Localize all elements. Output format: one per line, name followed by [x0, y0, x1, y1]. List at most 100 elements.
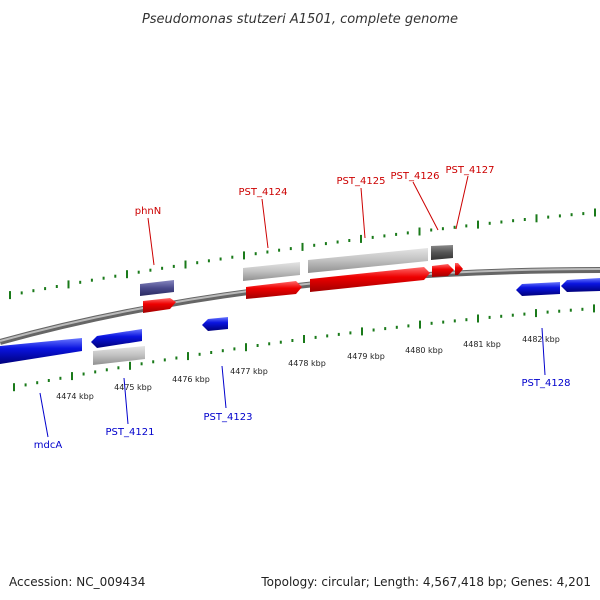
tick-minor [430, 321, 433, 325]
gene-block-pst4125 [308, 248, 428, 273]
tick-major [418, 227, 421, 236]
tick-minor [383, 234, 386, 238]
tick-minor [207, 259, 210, 263]
tick-major [477, 220, 479, 229]
tick-major [243, 251, 245, 260]
tick-minor [175, 356, 178, 360]
tick-minor [465, 224, 468, 228]
gene-block-phnN [140, 280, 174, 296]
kbp-label: 4478 kbp [288, 359, 326, 368]
tick-minor [337, 332, 340, 336]
gene-block-pst4126 [431, 245, 453, 260]
tick-minor [324, 242, 327, 246]
tick-minor [117, 366, 120, 370]
gene-label-pst4124: PST_4124 [239, 187, 288, 198]
tick-minor [279, 340, 282, 344]
tick-major [13, 383, 15, 392]
reverse-strand-features [0, 278, 600, 365]
tick-minor [233, 347, 236, 351]
tick-minor [198, 352, 201, 356]
tick-minor [140, 362, 143, 366]
gene-block-pst4124 [243, 262, 300, 281]
tick-minor [465, 318, 468, 322]
tick-minor [407, 324, 410, 328]
gene-label-pst4128: PST_4128 [522, 378, 571, 389]
callout-line [147, 217, 155, 266]
callout-line [261, 198, 269, 249]
tick-minor [512, 219, 515, 223]
tick-major [9, 291, 11, 300]
tick-major [184, 260, 187, 269]
genome-backbone [0, 267, 600, 345]
tick-major [594, 208, 596, 217]
kbp-label: 4479 kbp [347, 352, 385, 361]
cds-arrow-pst4124 [246, 281, 302, 299]
forward-strand-features [140, 245, 463, 313]
tick-minor [20, 291, 23, 295]
tick-minor [558, 214, 561, 218]
tick-minor [523, 312, 526, 316]
tick-minor [314, 335, 317, 339]
gene-label-pst4123: PST_4123 [204, 412, 253, 423]
tick-minor [581, 307, 584, 311]
tick-minor [256, 344, 259, 347]
kbp-label: 4481 kbp [463, 340, 501, 349]
tick-minor [114, 274, 117, 278]
callout-line [541, 327, 546, 376]
tick-major [126, 270, 128, 279]
tick-minor [221, 349, 224, 353]
gene-label-pst4126: PST_4126 [391, 171, 440, 182]
tick-minor [163, 358, 166, 362]
tick-major [360, 234, 362, 243]
tick-minor [395, 232, 398, 236]
kbp-label: 4480 kbp [405, 346, 443, 355]
tick-minor [313, 243, 316, 247]
genome-backbone-highlight [0, 268, 600, 342]
callout-line [360, 187, 366, 239]
tick-minor [161, 266, 164, 270]
tick-minor [268, 342, 271, 346]
cds-arrow-mdcA [0, 338, 82, 364]
tick-minor [105, 368, 108, 372]
tick-minor [196, 261, 199, 265]
tick-minor [102, 276, 105, 280]
tick-minor [372, 328, 375, 332]
tick-major [419, 320, 421, 329]
tick-minor [291, 339, 294, 342]
tick-minor [395, 325, 398, 329]
cds-arrow-pst4125 [310, 267, 430, 292]
tick-minor [44, 287, 47, 291]
tick-minor [32, 289, 35, 293]
gene-label-mdcA: mdcA [34, 440, 63, 451]
tick-minor [384, 327, 387, 331]
callout-line [39, 392, 49, 438]
cds-arrow-next [561, 278, 600, 292]
cds-arrow-phnN [143, 298, 176, 313]
tick-minor [453, 319, 456, 323]
tick-minor [152, 360, 155, 364]
tick-minor [406, 231, 409, 235]
tick-minor [219, 257, 222, 261]
tick-major [535, 309, 537, 318]
tick-major [303, 335, 305, 343]
callout-line [455, 175, 469, 230]
tick-minor [569, 308, 572, 312]
tick-minor [570, 213, 573, 217]
reverse-gene-labels: mdcA PST_4121 PST_4123 PST_4128 [34, 327, 571, 451]
gene-label-phnN: phnN [135, 206, 162, 217]
tick-minor [582, 212, 585, 216]
accession-text: Accession: NC_009434 [9, 575, 145, 589]
kbp-label: 4476 kbp [172, 375, 210, 384]
cds-arrow-pst4123 [202, 317, 228, 331]
tick-minor [547, 215, 550, 219]
tick-minor [488, 221, 491, 225]
tick-minor [511, 313, 514, 317]
callout-line [412, 181, 439, 231]
tick-minor [326, 334, 329, 338]
map-title: Pseudomonas stutzeri A1501, complete gen… [142, 12, 458, 27]
tick-minor [441, 227, 444, 231]
tick-major [71, 372, 73, 381]
tick-minor [278, 248, 281, 252]
tick-minor [546, 310, 549, 314]
kbp-labels: 4474 kbp 4475 kbp 4476 kbp 4477 kbp 4478… [56, 335, 560, 401]
